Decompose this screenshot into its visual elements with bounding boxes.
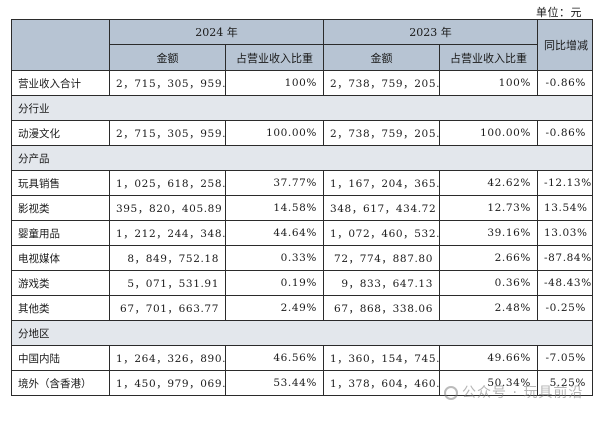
- header-ratio-2024: 占营业收入比重: [225, 44, 324, 71]
- header-amount-2024: 金额: [109, 44, 226, 71]
- row-label: 动漫文化: [11, 120, 110, 146]
- amount-2023-cell: 1，167，204，365.00: [323, 170, 440, 196]
- row-label: 营业收入合计: [11, 70, 110, 96]
- section-label: 分行业: [11, 95, 593, 121]
- row-label: 游戏类: [11, 270, 110, 296]
- row-label: 电视媒体: [11, 245, 110, 271]
- row-label: 境外（含香港）: [11, 370, 110, 396]
- amount-2024-cell: 2，715，305，959.99: [109, 70, 226, 96]
- amount-2024-cell: 1，025，618，258.13: [109, 170, 226, 196]
- row-label: 中国内陆: [11, 345, 110, 371]
- table-row: 婴童用品1，212，244，348.1144.64%1，072，460，532.…: [11, 220, 593, 246]
- yoy-cell: 13.54%: [537, 195, 593, 221]
- amount-2024-cell: 1，450，979，069.63: [109, 370, 226, 396]
- unit-label: 单位：元: [536, 6, 582, 19]
- table-body: 营业收入合计2，715，305，959.99100%2，738，759，205.…: [11, 70, 593, 396]
- row-label: 玩具销售: [11, 170, 110, 196]
- table-row: 玩具销售1，025，618，258.1337.77%1，167，204，365.…: [11, 170, 593, 196]
- ratio-2023-cell: 49.66%: [439, 345, 538, 371]
- ratio-2023-cell: 2.66%: [439, 245, 538, 271]
- ratio-2023-cell: 39.16%: [439, 220, 538, 246]
- table-row: 动漫文化2，715，305，959.99100.00%2，738，759，205…: [11, 120, 593, 146]
- ratio-2024-cell: 53.44%: [225, 370, 324, 396]
- amount-2023-cell: 9，833，647.13: [323, 270, 440, 296]
- ratio-2023-cell: 100.00%: [439, 120, 538, 146]
- table-row: 营业收入合计2，715，305，959.99100%2，738，759，205.…: [11, 70, 593, 96]
- yoy-cell: -87.84%: [537, 245, 593, 271]
- ratio-2023-cell: 12.73%: [439, 195, 538, 221]
- section-row: 分行业: [11, 95, 593, 121]
- amount-2024-cell: 1，212，244，348.11: [109, 220, 226, 246]
- ratio-2024-cell: 100%: [225, 70, 324, 96]
- amount-2023-cell: 72，774，887.80: [323, 245, 440, 271]
- table-row: 中国内陆1，264，326，890.3646.56%1，360，154，745.…: [11, 345, 593, 371]
- yoy-cell: 5.25%: [537, 370, 593, 396]
- ratio-2023-cell: 100%: [439, 70, 538, 96]
- amount-2024-cell: 5，071，531.91: [109, 270, 226, 296]
- ratio-2024-cell: 46.56%: [225, 345, 324, 371]
- section-label: 分产品: [11, 145, 593, 171]
- yoy-cell: -0.86%: [537, 70, 593, 96]
- yoy-cell: -0.25%: [537, 295, 593, 321]
- ratio-2024-cell: 0.33%: [225, 245, 324, 271]
- amount-2024-cell: 8，849，752.18: [109, 245, 226, 271]
- amount-2024-cell: 2，715，305，959.99: [109, 120, 226, 146]
- table-row: 其他类 67，701，663.77 2.49% 67，868，338.06 2.48% -…: [11, 295, 593, 321]
- table-row: 游戏类 5，071，531.91 0.19% 9，833，647.13 0.36% -48…: [11, 270, 593, 296]
- yoy-cell: -7.05%: [537, 345, 593, 371]
- section-row: 分产品: [11, 145, 593, 171]
- amount-2023-cell: 2，738，759，205.55: [323, 70, 440, 96]
- amount-2023-cell: 2，738，759，205.55: [323, 120, 440, 146]
- amount-2024-cell: 395，820，405.89: [109, 195, 226, 221]
- header-year-2023: 2023 年: [323, 19, 538, 45]
- amount-2023-cell: 1，378，604，460.29: [323, 370, 440, 396]
- amount-2024-cell: 1，264，326，890.36: [109, 345, 226, 371]
- ratio-2024-cell: 44.64%: [225, 220, 324, 246]
- table-row: 影视类 395，820，405.89 14.58% 348，617，434.72 12.…: [11, 195, 593, 221]
- header-yoy: 同比增减: [537, 19, 593, 71]
- table-row: 境外（含香港）1，450，979，069.6353.44%1，378，604，4…: [11, 370, 593, 396]
- row-label: 婴童用品: [11, 220, 110, 246]
- ratio-2024-cell: 0.19%: [225, 270, 324, 296]
- header-year-2024: 2024 年: [109, 19, 324, 45]
- ratio-2024-cell: 37.77%: [225, 170, 324, 196]
- header-amount-2023: 金额: [323, 44, 440, 71]
- yoy-cell: -48.43%: [537, 270, 593, 296]
- ratio-2024-cell: 14.58%: [225, 195, 324, 221]
- amount-2023-cell: 348，617，434.72: [323, 195, 440, 221]
- amount-2023-cell: 1，072，460，532.84: [323, 220, 440, 246]
- section-label: 分地区: [11, 320, 593, 346]
- ratio-2023-cell: 42.62%: [439, 170, 538, 196]
- header-ratio-2023: 占营业收入比重: [439, 44, 538, 71]
- amount-2024-cell: 67，701，663.77: [109, 295, 226, 321]
- header-blank: [11, 19, 110, 71]
- yoy-cell: -12.13%: [537, 170, 593, 196]
- ratio-2024-cell: 2.49%: [225, 295, 324, 321]
- ratio-2024-cell: 100.00%: [225, 120, 324, 146]
- table-header: 2024 年 2023 年 同比增减 金额 占营业收入比重 金额 占营业收入比重: [11, 19, 593, 71]
- yoy-cell: 13.03%: [537, 220, 593, 246]
- revenue-table: 2024 年 2023 年 同比增减 金额 占营业收入比重 金额 占营业收入比重…: [11, 19, 593, 396]
- section-row: 分地区: [11, 320, 593, 346]
- ratio-2023-cell: 50.34%: [439, 370, 538, 396]
- ratio-2023-cell: 2.48%: [439, 295, 538, 321]
- table-row: 电视媒体 8，849，752.18 0.33% 72，774，887.80 2.66% -…: [11, 245, 593, 271]
- yoy-cell: -0.86%: [537, 120, 593, 146]
- amount-2023-cell: 1，360，154，745.26: [323, 345, 440, 371]
- ratio-2023-cell: 0.36%: [439, 270, 538, 296]
- row-label: 其他类: [11, 295, 110, 321]
- amount-2023-cell: 67，868，338.06: [323, 295, 440, 321]
- row-label: 影视类: [11, 195, 110, 221]
